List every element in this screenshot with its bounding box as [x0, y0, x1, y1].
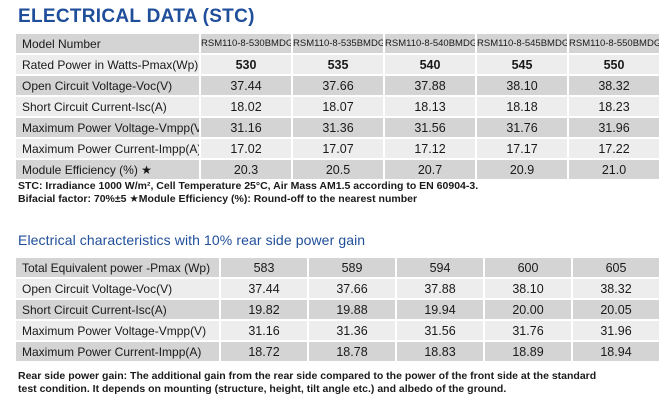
table-row: Rated Power in Watts-Pmax(Wp) 530 535 54…: [16, 55, 661, 76]
value-cell: 583: [221, 258, 309, 279]
row-label: Maximum Power Current-Impp(A): [16, 342, 221, 363]
value-cell: 535: [293, 55, 385, 76]
value-cell: 18.18: [477, 97, 569, 118]
value-cell: 19.94: [397, 300, 485, 321]
value-cell: 37.88: [385, 76, 477, 97]
value-cell: 530: [201, 55, 293, 76]
value-cell: 19.82: [221, 300, 309, 321]
table-row: Maximum Power Current-Impp(A) 18.72 18.7…: [16, 342, 661, 363]
value-cell: 21.0: [569, 160, 661, 181]
value-cell: 20.00: [485, 300, 573, 321]
value-cell: 17.22: [569, 139, 661, 160]
value-cell: 589: [309, 258, 397, 279]
stc-footnote: STC: Irradiance 1000 W/m², Cell Temperat…: [18, 180, 479, 192]
model-cell: RSM110-8-545BMDG: [477, 34, 569, 55]
value-cell: 20.5: [293, 160, 385, 181]
value-cell: 17.07: [293, 139, 385, 160]
row-label: Rated Power in Watts-Pmax(Wp): [16, 55, 201, 76]
table-row: Total Equivalent power -Pmax (Wp) 583 58…: [16, 258, 661, 279]
row-label: Short Circuit Current-Isc(A): [16, 97, 201, 118]
row-label: Maximum Power Voltage-Vmpp(V): [16, 118, 201, 139]
value-cell: 540: [385, 55, 477, 76]
row-label: Total Equivalent power -Pmax (Wp): [16, 258, 221, 279]
value-cell: 18.94: [573, 342, 661, 363]
value-cell: 38.10: [485, 279, 573, 300]
value-cell: 31.36: [293, 118, 385, 139]
value-cell: 18.83: [397, 342, 485, 363]
model-cell: RSM110-8-550BMDG: [569, 34, 661, 55]
value-cell: 20.05: [573, 300, 661, 321]
value-cell: 19.88: [309, 300, 397, 321]
bifacial-footnote: Bifacial factor: 70%±5 ★Module Efficienc…: [18, 193, 418, 205]
table-row: Open Circuit Voltage-Voc(V) 37.44 37.66 …: [16, 76, 661, 97]
rear-gain-footnote: Rear side power gain: The additional gai…: [18, 370, 597, 382]
value-cell: 37.66: [309, 279, 397, 300]
stc-section-title: ELECTRICAL DATA (STC): [18, 6, 255, 27]
value-cell: 18.02: [201, 97, 293, 118]
model-cell: RSM110-8-540BMDG: [385, 34, 477, 55]
value-cell: 600: [485, 258, 573, 279]
value-cell: 31.16: [201, 118, 293, 139]
value-cell: 31.96: [569, 118, 661, 139]
row-label: Open Circuit Voltage-Voc(V): [16, 76, 201, 97]
value-cell: 38.10: [477, 76, 569, 97]
row-label: Module Efficiency (%) ★: [16, 160, 201, 181]
value-cell: 20.9: [477, 160, 569, 181]
row-label: Open Circuit Voltage-Voc(V): [16, 279, 221, 300]
row-label: Maximum Power Voltage-Vmpp(V): [16, 321, 221, 342]
table-row: Maximum Power Current-Impp(A) 17.02 17.0…: [16, 139, 661, 160]
model-number-row: Model Number RSM110-8-530BMDG RSM110-8-5…: [16, 34, 661, 55]
value-cell: 550: [569, 55, 661, 76]
row-label: Model Number: [16, 34, 201, 55]
row-label: Short Circuit Current-Isc(A): [16, 300, 221, 321]
value-cell: 17.17: [477, 139, 569, 160]
row-label: Maximum Power Current-Impp(A): [16, 139, 201, 160]
model-cell: RSM110-8-535BMDG: [293, 34, 385, 55]
table-row: Short Circuit Current-Isc(A) 18.02 18.07…: [16, 97, 661, 118]
value-cell: 18.23: [569, 97, 661, 118]
value-cell: 31.96: [573, 321, 661, 342]
value-cell: 31.36: [309, 321, 397, 342]
table-row: Short Circuit Current-Isc(A) 19.82 19.88…: [16, 300, 661, 321]
value-cell: 605: [573, 258, 661, 279]
model-cell: RSM110-8-530BMDG: [201, 34, 293, 55]
rear-gain-footnote-continued: test condition. It depends on mounting (…: [18, 383, 507, 395]
value-cell: 17.12: [385, 139, 477, 160]
value-cell: 20.3: [201, 160, 293, 181]
value-cell: 37.44: [221, 279, 309, 300]
table-row: Maximum Power Voltage-Vmpp(V) 31.16 31.3…: [16, 118, 661, 139]
value-cell: 31.56: [397, 321, 485, 342]
value-cell: 594: [397, 258, 485, 279]
table-row: Open Circuit Voltage-Voc(V) 37.44 37.66 …: [16, 279, 661, 300]
value-cell: 31.16: [221, 321, 309, 342]
table-row: Module Efficiency (%) ★ 20.3 20.5 20.7 2…: [16, 160, 661, 181]
table-row: Maximum Power Voltage-Vmpp(V) 31.16 31.3…: [16, 321, 661, 342]
rear-gain-section-title: Electrical characteristics with 10% rear…: [18, 232, 366, 248]
value-cell: 545: [477, 55, 569, 76]
value-cell: 31.76: [485, 321, 573, 342]
stc-electrical-table: Model Number RSM110-8-530BMDG RSM110-8-5…: [16, 34, 661, 181]
value-cell: 17.02: [201, 139, 293, 160]
value-cell: 18.72: [221, 342, 309, 363]
value-cell: 18.78: [309, 342, 397, 363]
value-cell: 38.32: [569, 76, 661, 97]
value-cell: 31.76: [477, 118, 569, 139]
value-cell: 20.7: [385, 160, 477, 181]
rear-gain-table: Total Equivalent power -Pmax (Wp) 583 58…: [16, 258, 661, 363]
value-cell: 37.66: [293, 76, 385, 97]
value-cell: 38.32: [573, 279, 661, 300]
value-cell: 37.44: [201, 76, 293, 97]
value-cell: 31.56: [385, 118, 477, 139]
value-cell: 18.07: [293, 97, 385, 118]
value-cell: 18.13: [385, 97, 477, 118]
value-cell: 37.88: [397, 279, 485, 300]
value-cell: 18.89: [485, 342, 573, 363]
